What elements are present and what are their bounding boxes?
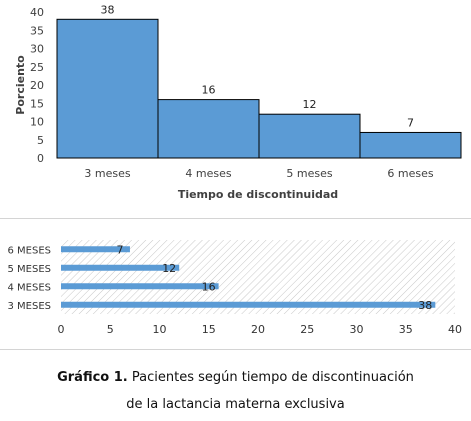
x-tick-label: 5 meses: [286, 167, 332, 180]
x-tick-label: 35: [399, 323, 413, 336]
x-tick-label: 40: [448, 323, 462, 336]
bar: [61, 246, 130, 253]
y-tick-label: 25: [30, 61, 44, 74]
data-label: 16: [202, 84, 216, 97]
y-tick-label: 10: [30, 116, 44, 129]
data-label: 7: [116, 243, 123, 256]
x-tick-label: 0: [58, 323, 65, 336]
x-tick-label: 5: [107, 323, 114, 336]
bar: [56, 18, 159, 159]
vertical-bar-chart: 0 5 10 15 20 25 30 35 40 38 16 12 7 3 meses 4 meses 5 m…: [14, 3, 462, 201]
y-tick-label: 30: [30, 43, 44, 56]
y-tick-label: 4 MESES: [7, 282, 51, 293]
y-tick-label: 5: [37, 134, 44, 147]
data-label: 16: [202, 280, 216, 293]
y-axis-title: Porciento: [14, 55, 27, 115]
figure-caption-line1: Gráfico 1. Pacientes según tiempo de dis…: [0, 370, 471, 385]
y-tick-label: 20: [30, 79, 44, 92]
data-label: 38: [418, 299, 432, 312]
y-tick-label: 3 MESES: [7, 301, 51, 312]
y-tick-label: 15: [30, 97, 44, 110]
divider-bottom: [0, 349, 471, 350]
plot-background: [61, 240, 455, 314]
x-tick-label: 30: [350, 323, 364, 336]
x-tick-label: 3 meses: [84, 167, 130, 180]
bar: [61, 301, 436, 308]
x-tick-label: 10: [153, 323, 167, 336]
horizontal-bar-chart: 7 6 MESES 12 5 MESES 16 4 MESES 38 3 MESES 0 5 10 1…: [7, 240, 462, 336]
bar: [359, 131, 462, 159]
data-label: 12: [303, 98, 317, 111]
y-tick-label: 5 MESES: [7, 264, 51, 275]
y-tick-label: 35: [30, 24, 44, 37]
bar: [258, 113, 361, 159]
figure-caption-line2: de la lactancia materna exclusiva: [126, 397, 345, 412]
x-tick-label: 20: [251, 323, 265, 336]
bar: [157, 99, 260, 159]
data-label: 7: [407, 116, 414, 129]
data-label: 12: [162, 262, 176, 275]
x-tick-label: 6 meses: [387, 167, 433, 180]
bar: [61, 264, 180, 271]
x-tick-label: 15: [202, 323, 216, 336]
figure-caption-text: Pacientes según tiempo de discontinuació…: [131, 370, 414, 385]
x-axis-title: Tiempo de discontinuidad: [178, 188, 338, 201]
data-label: 38: [101, 3, 115, 16]
x-tick-label: 4 meses: [185, 167, 231, 180]
figure-caption-label: Gráfico 1.: [57, 370, 128, 385]
x-tick-label: 25: [300, 323, 314, 336]
y-tick-label: 0: [37, 152, 44, 165]
y-tick-label: 6 MESES: [7, 245, 51, 256]
divider-top: [0, 218, 471, 219]
y-tick-label: 40: [30, 6, 44, 19]
bar: [61, 283, 219, 290]
